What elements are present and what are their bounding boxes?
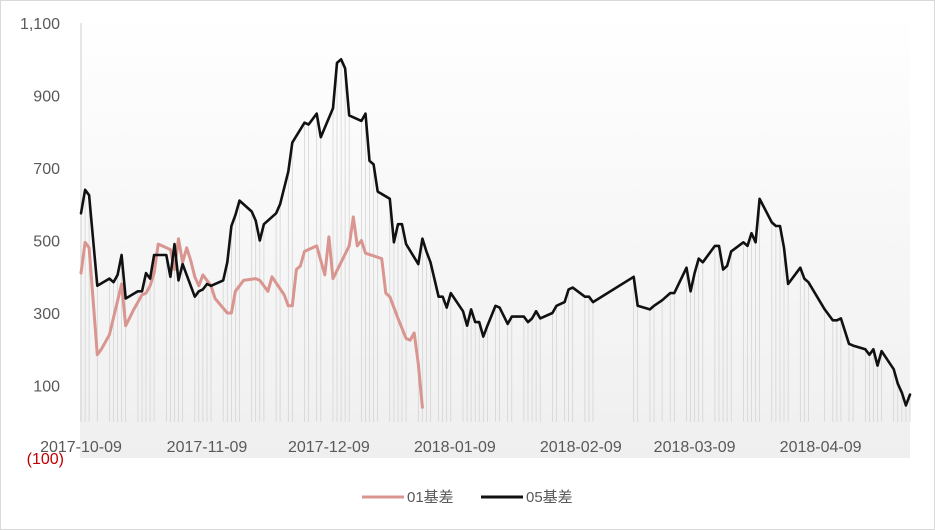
x-axis-tick-labels: 2017-10-09 2017-11-09 2017-12-09 2018-01-09… [40,439,862,456]
x-tick-label: 2017-10-09 [40,439,122,456]
y-tick-label: 700 [33,161,60,178]
series-lines [79,58,912,409]
series-line-05 [79,58,912,407]
legend: 01基差 05基差 [362,489,573,506]
legend-label-05: 05基差 [526,489,573,506]
plot-area [80,10,910,458]
y-axis-tick-labels: 1,100 900 700 500 300 100 (100) [20,16,64,468]
y-tick-label: 300 [33,306,60,323]
y-tick-label: 1,100 [20,16,60,33]
y-tick-label: (100) [27,451,64,468]
x-tick-label: 2017-11-09 [167,439,248,456]
y-tick-label: 500 [33,234,60,251]
x-tick-label: 2018-03-09 [654,439,736,456]
legend-label-01: 01基差 [407,489,454,506]
x-tick-label: 2018-01-09 [414,439,496,456]
series-line-01 [79,215,424,409]
y-tick-label: 900 [33,89,60,106]
x-tick-label: 2018-04-09 [780,439,862,456]
x-tick-label: 2017-12-09 [288,439,370,456]
y-tick-label: 100 [33,379,60,396]
x-tick-label: 2018-02-09 [540,439,622,456]
